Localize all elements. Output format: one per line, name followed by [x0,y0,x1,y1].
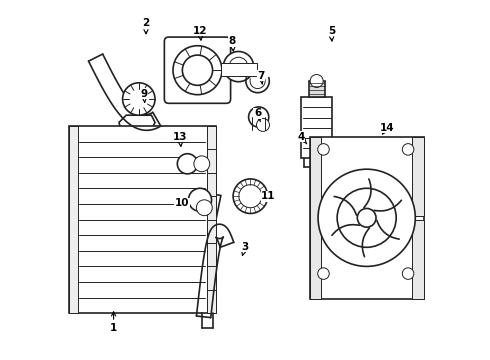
Text: 3: 3 [242,242,248,256]
Text: 14: 14 [380,123,394,134]
Circle shape [257,118,270,131]
Circle shape [318,144,329,155]
Circle shape [173,46,222,95]
Circle shape [233,179,268,213]
Circle shape [194,156,210,172]
Bar [207,126,216,313]
FancyArrowPatch shape [362,228,369,257]
Circle shape [402,268,414,279]
Circle shape [248,107,269,127]
FancyArrowPatch shape [364,179,371,208]
Bar [310,137,321,299]
Bar [310,137,423,299]
Bar [301,97,333,158]
Circle shape [223,51,254,82]
Circle shape [310,75,323,87]
FancyArrowPatch shape [334,197,357,215]
Circle shape [196,200,212,216]
Text: 9: 9 [141,89,148,102]
Circle shape [318,268,329,279]
Text: 5: 5 [328,26,335,41]
Bar [412,220,423,299]
Bar [220,63,257,76]
Circle shape [177,154,197,174]
Text: 11: 11 [261,191,276,201]
Bar [412,137,423,216]
Bar [69,126,77,313]
Text: 10: 10 [175,198,190,208]
Text: 1: 1 [110,312,117,333]
Circle shape [318,169,416,266]
Circle shape [229,57,248,76]
Circle shape [402,144,414,155]
Text: 6: 6 [254,108,261,122]
Circle shape [337,188,396,247]
Circle shape [357,208,376,227]
Bar [309,81,324,97]
Circle shape [122,83,155,115]
Bar [69,126,216,313]
Circle shape [182,55,213,85]
Text: 8: 8 [229,36,236,51]
Text: 12: 12 [193,26,207,40]
Text: 2: 2 [143,18,149,34]
Text: 4: 4 [297,132,307,144]
FancyArrowPatch shape [377,220,399,239]
Circle shape [239,185,262,208]
FancyArrowPatch shape [332,225,359,235]
Circle shape [129,89,149,109]
Text: 13: 13 [173,132,188,147]
Text: 7: 7 [258,71,265,84]
Circle shape [189,188,212,211]
FancyArrowPatch shape [374,200,401,211]
